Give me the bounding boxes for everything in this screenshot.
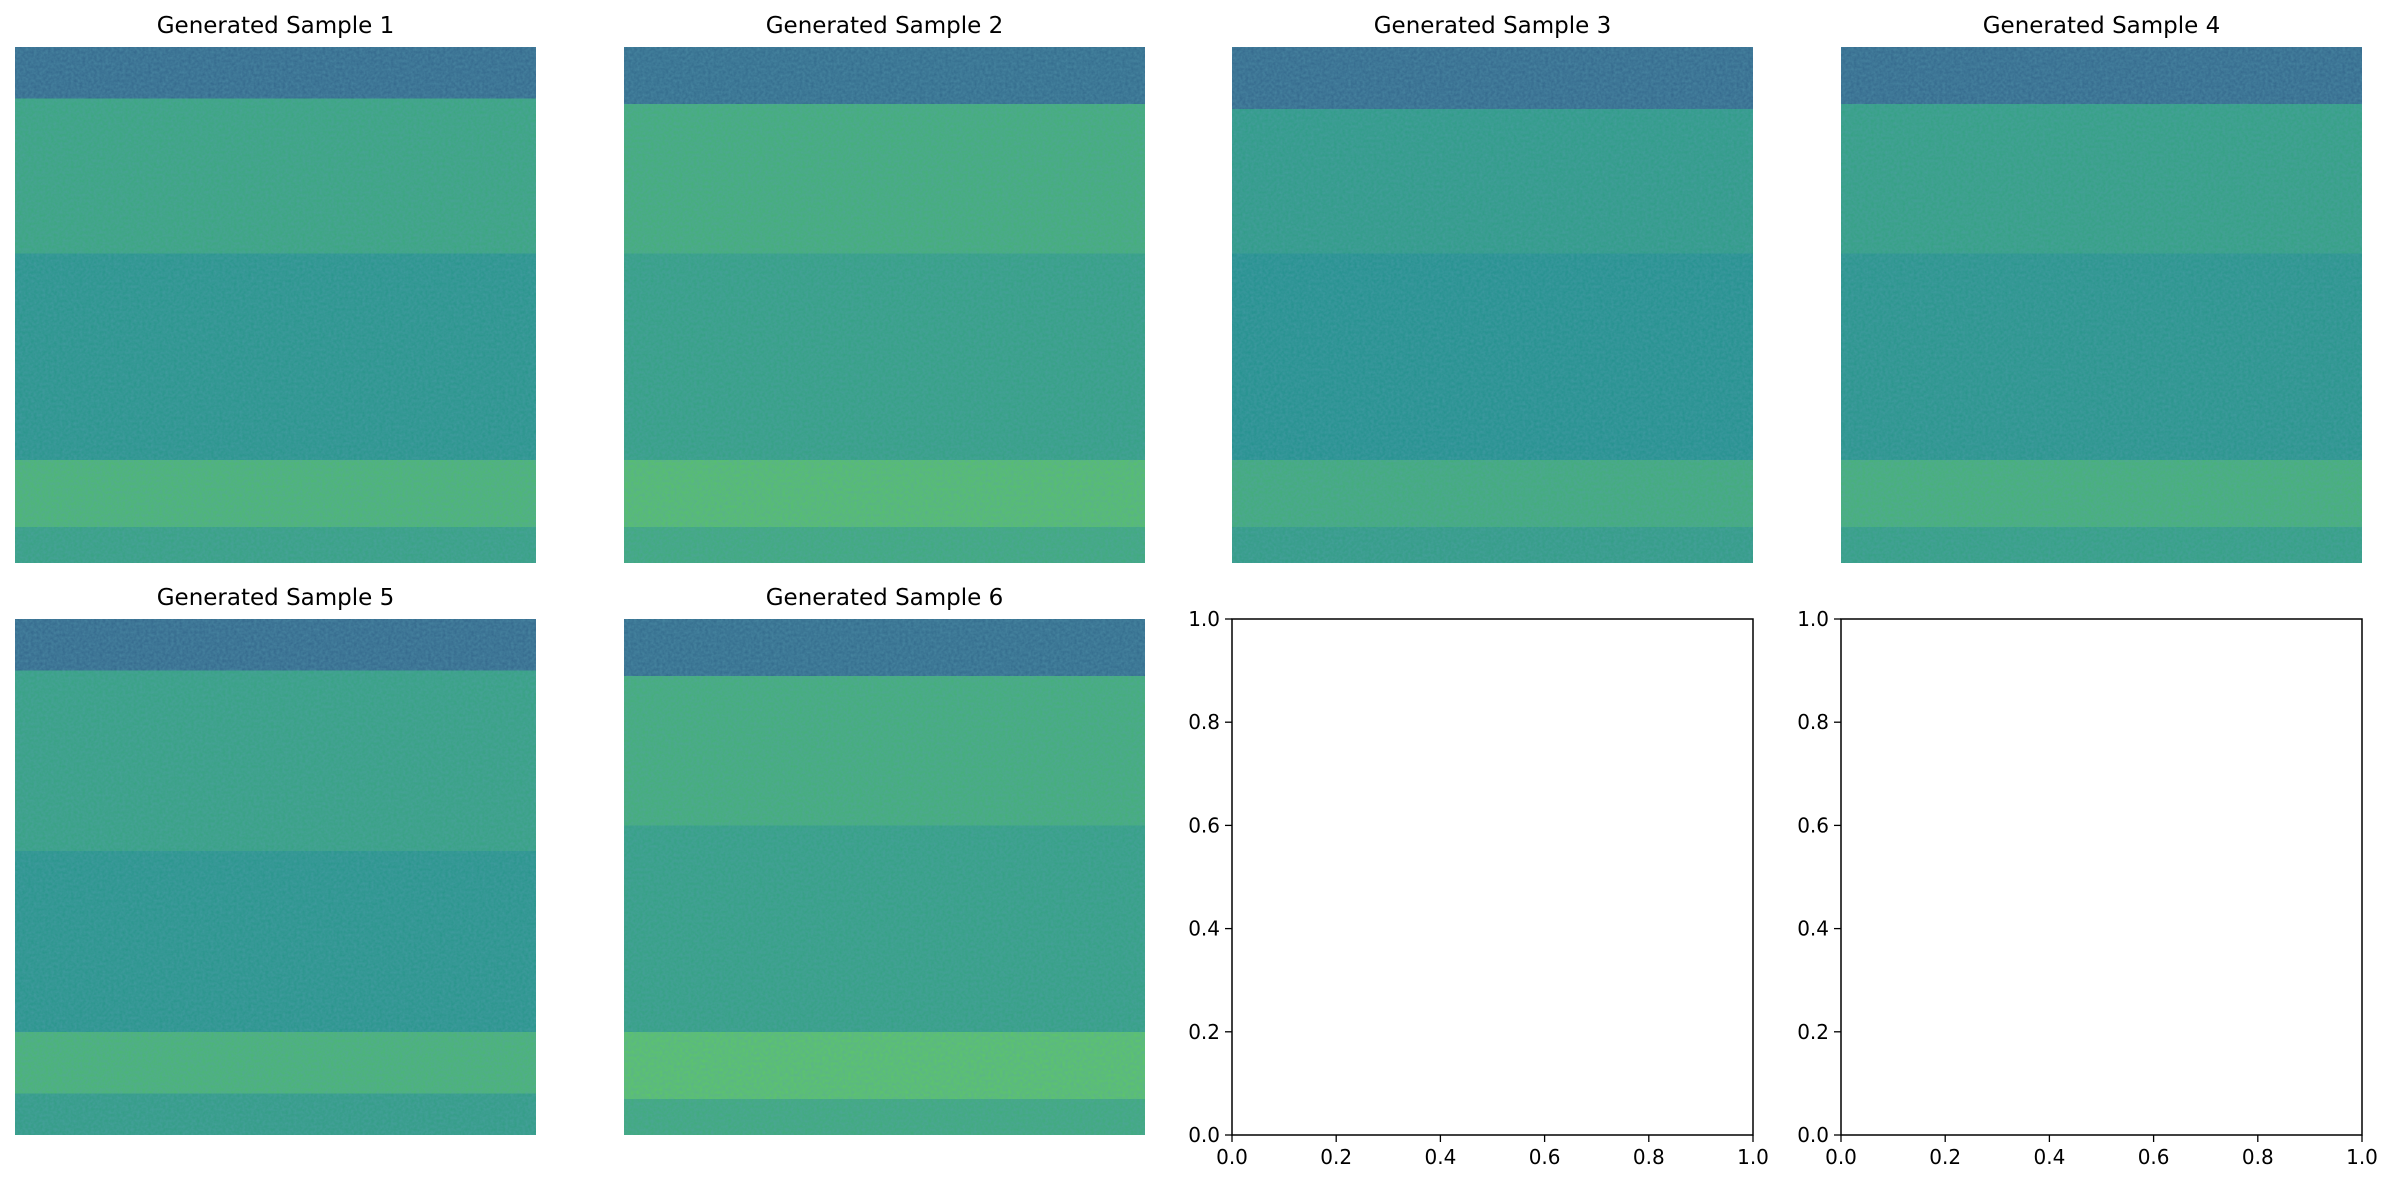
y-tick-label: 0.4	[1797, 917, 1829, 941]
subplot-7: 0.0 0.2 0.4 0.6 0.8 1.0 0.0 0.2 0.4 0.6 0.8 1.0	[1188, 607, 1769, 1169]
x-tick-label: 0.2	[1320, 1145, 1352, 1169]
x-tick-label: 0.2	[1929, 1145, 1961, 1169]
x-tick-label: 1.0	[1737, 1145, 1769, 1169]
x-tick-label: 0.4	[1424, 1145, 1456, 1169]
x-tick-label: 0.8	[2242, 1145, 2274, 1169]
heatmap-noise	[1841, 47, 2362, 563]
subplot-6: Generated Sample 6	[624, 585, 1145, 1135]
y-tick-label: 1.0	[1188, 607, 1220, 631]
subplot-1: Generated Sample 1	[15, 13, 536, 563]
heatmap-noise	[15, 619, 536, 1135]
y-tick-label: 0.8	[1188, 710, 1220, 734]
empty-axes-frame	[1231, 618, 1754, 1136]
heatmap-noise	[1232, 47, 1753, 563]
x-tick-label: 0.8	[1633, 1145, 1665, 1169]
subplot-title: Generated Sample 2	[766, 13, 1004, 39]
y-tick-label: 0.2	[1797, 1020, 1829, 1044]
y-tick-label: 0.0	[1188, 1123, 1220, 1147]
x-tick-label: 0.6	[1529, 1145, 1561, 1169]
y-tick-label: 0.0	[1797, 1123, 1829, 1147]
subplot-title: Generated Sample 1	[157, 13, 395, 39]
x-tick-label: 0.0	[1216, 1145, 1248, 1169]
empty-axes-frame	[1840, 618, 2363, 1136]
subplot-title: Generated Sample 5	[157, 585, 395, 611]
heatmap-noise	[624, 47, 1145, 563]
y-tick-label: 1.0	[1797, 607, 1829, 631]
subplot-title: Generated Sample 6	[766, 585, 1004, 611]
x-tick-label: 0.6	[2138, 1145, 2170, 1169]
subplot-title: Generated Sample 4	[1983, 13, 2221, 39]
y-tick-label: 0.6	[1797, 813, 1829, 837]
x-tick-label: 1.0	[2346, 1145, 2378, 1169]
y-tick-label: 0.8	[1797, 710, 1829, 734]
heatmap-noise	[624, 619, 1145, 1135]
y-tick-label: 0.2	[1188, 1020, 1220, 1044]
heatmap-noise	[15, 47, 536, 563]
subplot-title: Generated Sample 3	[1374, 13, 1612, 39]
subplot-8: 0.0 0.2 0.4 0.6 0.8 1.0 0.0 0.2 0.4 0.6 0.8 1.0	[1797, 607, 2378, 1169]
x-tick-label: 0.4	[2033, 1145, 2065, 1169]
x-tick-label: 0.0	[1825, 1145, 1857, 1169]
subplot-2: Generated Sample 2	[624, 13, 1145, 563]
subplot-4: Generated Sample 4	[1841, 13, 2362, 563]
subplot-3: Generated Sample 3	[1232, 13, 1753, 563]
subplot-5: Generated Sample 5	[15, 585, 536, 1135]
y-tick-label: 0.4	[1188, 917, 1220, 941]
y-tick-label: 0.6	[1188, 813, 1220, 837]
